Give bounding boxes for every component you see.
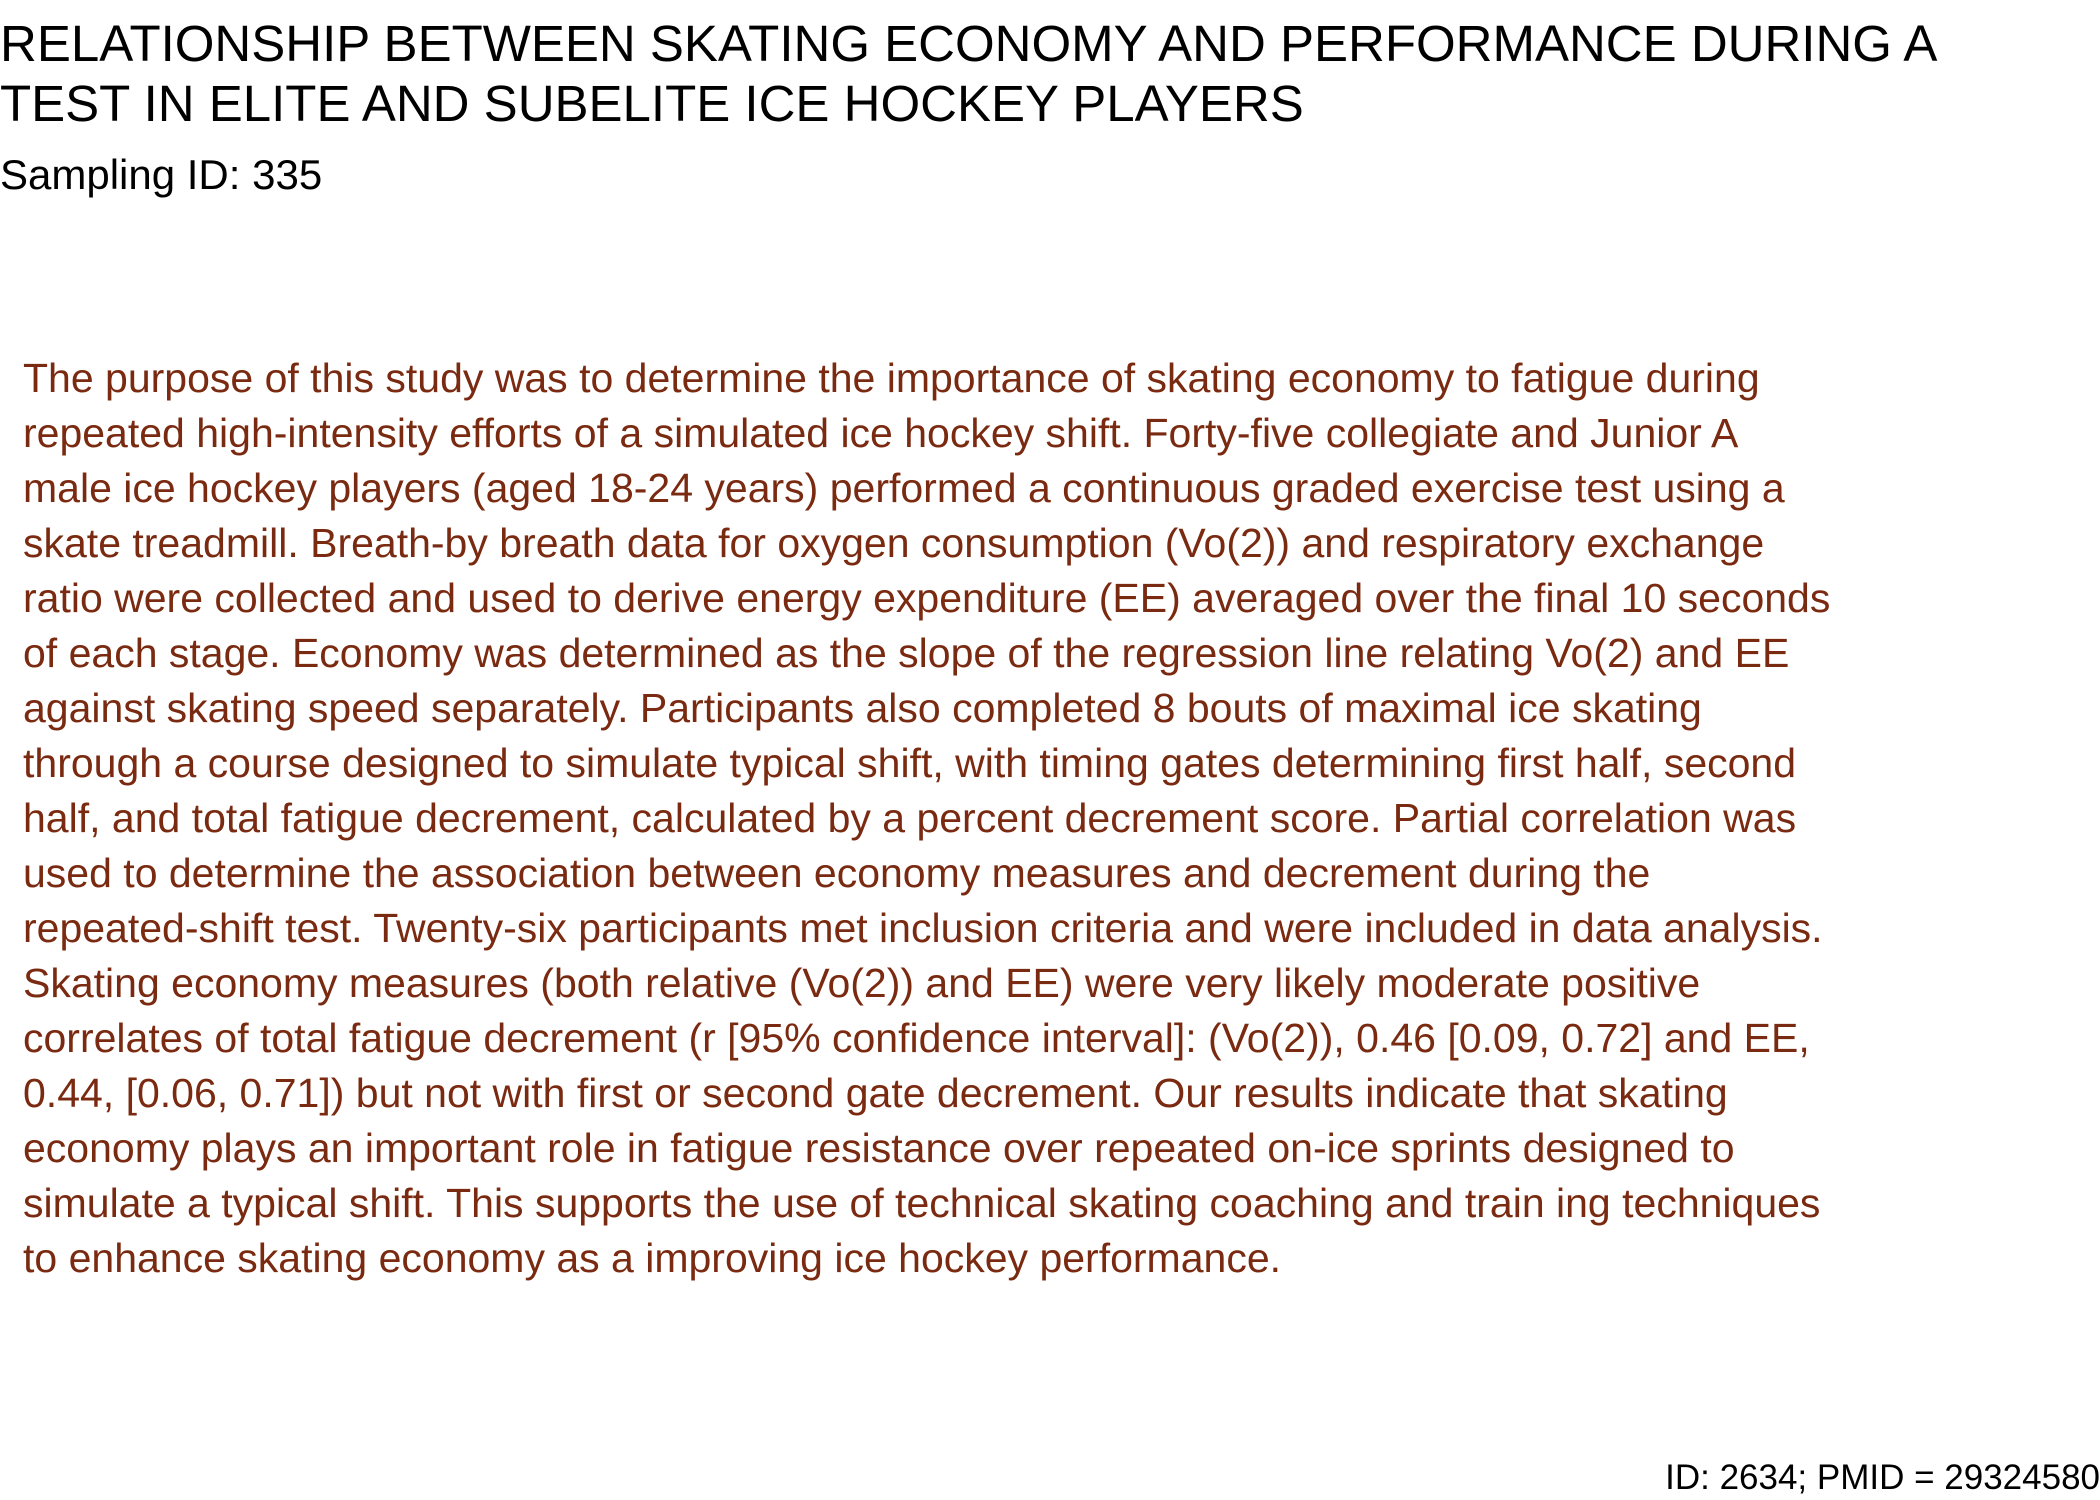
title: RELATIONSHIP BETWEEN SKATING ECONOMY AND… [0,14,2100,134]
abstract-line: economy plays an important role in fatig… [23,1125,1735,1171]
abstract: The purpose of this study was to determi… [23,351,1830,1286]
abstract-line: The purpose of this study was to determi… [23,355,1760,401]
abstract-line: Skating economy measures (both relative … [23,960,1701,1006]
abstract-line: repeated-shift test. Twenty-six particip… [23,905,1823,951]
abstract-line: male ice hockey players (aged 18-24 year… [23,465,1785,511]
abstract-line: ratio were collected and used to derive … [23,575,1831,621]
title-line: RELATIONSHIP BETWEEN SKATING ECONOMY AND… [0,15,1938,72]
abstract-line: against skating speed separately. Partic… [23,685,1702,731]
abstract-line: skate treadmill. Breath-by breath data f… [23,520,1765,566]
abstract-line: through a course designed to simulate ty… [23,740,1797,786]
abstract-line: of each stage. Economy was determined as… [23,630,1790,676]
abstract-line: correlates of total fatigue decrement (r… [23,1015,1810,1061]
abstract-line: 0.44, [0.06, 0.71]) but not with first o… [23,1070,1728,1116]
abstract-line: half, and total fatigue decrement, calcu… [23,795,1797,841]
sampling-id: Sampling ID: 335 [0,151,323,198]
footer-id: ID: 2634; PMID = 29324580 [1665,1458,2100,1497]
abstract-line: simulate a typical shift. This supports … [23,1180,1821,1226]
abstract-line: repeated high-intensity efforts of a sim… [23,410,1739,456]
title-line: TEST IN ELITE AND SUBELITE ICE HOCKEY PL… [0,75,1304,132]
abstract-line: to enhance skating economy as a improvin… [23,1235,1282,1281]
abstract-line: used to determine the association betwee… [23,850,1651,896]
